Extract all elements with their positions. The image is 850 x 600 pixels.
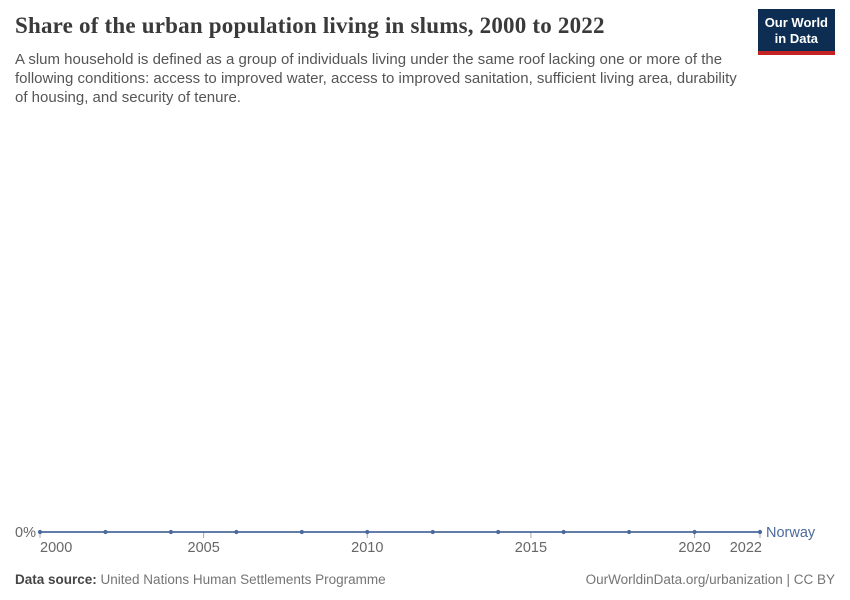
data-point bbox=[692, 529, 697, 535]
chart-subtitle: A slum household is defined as a group o… bbox=[15, 51, 737, 107]
x-axis-tick-label: 2015 bbox=[515, 540, 547, 556]
data-point bbox=[103, 529, 108, 535]
data-point bbox=[496, 529, 501, 535]
x-axis-tick-label: 2000 bbox=[40, 540, 72, 556]
x-axis-tick-label: 2020 bbox=[678, 540, 710, 556]
chart-title: Share of the urban population living in … bbox=[15, 13, 605, 38]
owid-logo-line2: in Data bbox=[774, 31, 819, 46]
data-point bbox=[626, 529, 632, 535]
chart-header: Share of the urban population living in … bbox=[15, 9, 835, 108]
data-point bbox=[561, 529, 566, 535]
data-point bbox=[299, 529, 304, 535]
data-point bbox=[234, 529, 239, 535]
owid-logo[interactable]: Our World in Data bbox=[757, 9, 835, 55]
x-axis-tick-label: 2022 bbox=[730, 540, 762, 556]
data-source-note: Data source: United Nations Human Settle… bbox=[15, 572, 386, 587]
data-point bbox=[365, 529, 370, 535]
data-point bbox=[757, 529, 763, 535]
data-point bbox=[168, 529, 174, 535]
chart-footer: Data source: United Nations Human Settle… bbox=[15, 572, 835, 587]
x-axis-tick-label: 2005 bbox=[188, 540, 220, 556]
data-point bbox=[37, 529, 43, 535]
y-axis-tick-label: 0% bbox=[15, 525, 36, 541]
data-source-label: Data source: bbox=[15, 572, 97, 587]
data-source-value: United Nations Human Settlements Program… bbox=[96, 572, 386, 587]
entity-label[interactable]: Norway bbox=[766, 525, 816, 541]
attribution-link[interactable]: OurWorldinData.org/urbanization | CC BY bbox=[585, 572, 835, 587]
data-point bbox=[430, 529, 435, 535]
owid-logo-line1: Our World bbox=[764, 15, 828, 30]
x-axis-tick-label: 2010 bbox=[351, 540, 383, 556]
